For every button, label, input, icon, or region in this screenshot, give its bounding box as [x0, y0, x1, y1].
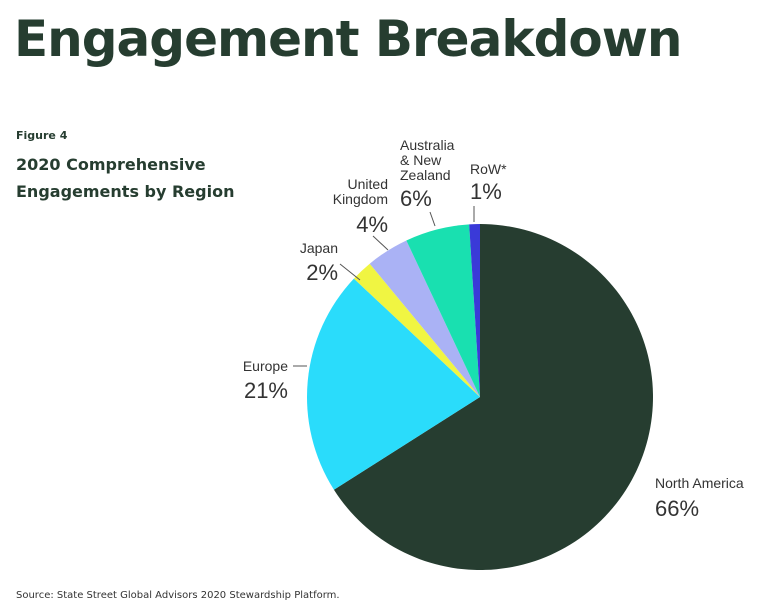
source-note: Source: State Street Global Advisors 202…	[16, 590, 340, 601]
slice-name: Europe	[243, 358, 288, 374]
leader-line	[429, 211, 436, 227]
slice-value-label: 21%	[244, 378, 288, 403]
slice-value-label: 4%	[356, 212, 388, 237]
chart-subtitle: 2020 Comprehensive Engagements by Region	[16, 155, 235, 201]
slice-name: Australia & New Zealand	[400, 137, 455, 183]
slice-value-label: 1%	[470, 179, 502, 204]
slice-name: United Kingdom	[333, 176, 388, 207]
figure-label: Figure 4	[16, 129, 68, 142]
slice-name: RoW*	[470, 161, 507, 177]
leader-line	[372, 235, 389, 251]
slice-value-label: 66%	[655, 496, 699, 521]
slice-name: North America	[655, 475, 744, 491]
pie-slice	[333, 224, 654, 570]
pie-slice	[469, 224, 480, 397]
slice-value-label: 2%	[306, 260, 338, 285]
pie-slice	[353, 263, 480, 397]
slice-name: Japan	[300, 240, 338, 256]
pie-slice	[406, 224, 480, 397]
slice-value-label: 6%	[400, 186, 432, 211]
pie-slice	[307, 278, 480, 490]
pie-slice	[369, 240, 480, 397]
leader-line	[339, 263, 361, 281]
page-title: Engagement Breakdown	[14, 10, 682, 68]
